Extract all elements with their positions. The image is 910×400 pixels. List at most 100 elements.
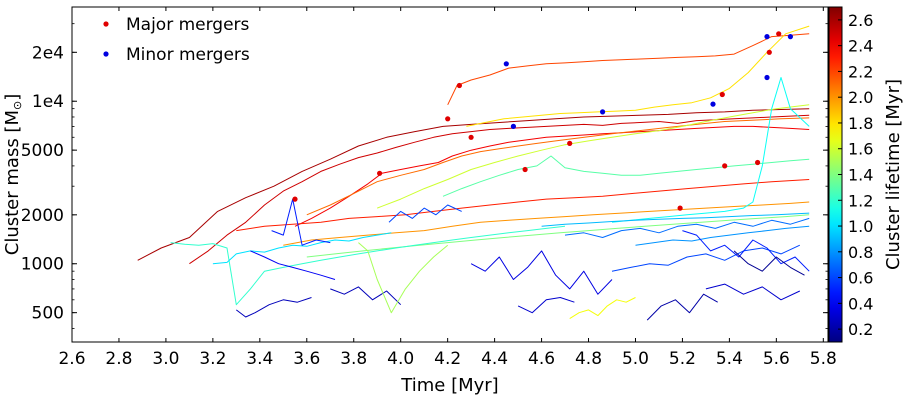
legend-marker-major [103, 21, 109, 27]
series-line-c27 [733, 250, 805, 276]
x-tick-label: 4.8 [575, 349, 602, 369]
series-line-c09 [377, 104, 810, 209]
legend-marker-minor [103, 51, 109, 57]
x-tick-label: 4.2 [434, 349, 461, 369]
series-line-c28 [271, 198, 331, 246]
colorbar-tick-label: 1.4 [848, 166, 873, 185]
x-tick-label: 3.4 [246, 349, 273, 369]
colorbar-tick-label: 0.8 [848, 243, 873, 262]
major-merger-point [377, 170, 383, 176]
major-merger-point [456, 82, 462, 89]
minor-merger-point [764, 34, 770, 40]
x-tick-label: 4.0 [387, 349, 414, 369]
x-tick-label: 4.4 [481, 349, 508, 369]
series-line-c15 [541, 212, 810, 227]
colorbar-tick-label: 1.0 [848, 217, 873, 236]
y-tick-label: 2e4 [32, 43, 64, 63]
colorbar-tick-label: 0.6 [848, 269, 873, 288]
x-tick-label: 5.0 [622, 349, 649, 369]
series-line-c14 [212, 232, 392, 265]
colorbar-tick-label: 2.0 [848, 88, 873, 107]
x-tick-label: 5.2 [669, 349, 696, 369]
x-tick-label: 3.2 [199, 349, 226, 369]
series-line-c06 [306, 117, 810, 216]
major-merger-point [468, 134, 474, 140]
series-line-c02 [189, 114, 810, 265]
series-line-c13 [611, 77, 810, 223]
series-line-c29 [388, 204, 462, 223]
x-tick-label: 5.6 [763, 349, 790, 369]
colorbar-tick-label: 0.4 [848, 294, 873, 313]
colorbar-ticks: 0.2 0.4 0.6 0.8 1.0 1.2 1.4 1.6 1.8 2.0 2.2 2.4 2.6 [838, 11, 873, 339]
minor-merger-point [600, 109, 606, 115]
series-line-c07 [283, 201, 810, 246]
series-line-c01 [137, 108, 810, 261]
legend-label-major: Major mergers [126, 15, 250, 35]
colorbar-tick-label: 2.6 [848, 11, 873, 30]
x-axis: 2.6 2.8 3.0 3.2 3.4 3.6 3.8 4.0 4.2 4.4 4.6 4.8 5.0 5… [58, 7, 837, 369]
colorbar-tick-label: 2.2 [848, 62, 873, 81]
series-line-c31 [569, 297, 636, 320]
series-line-c16 [635, 225, 810, 246]
series-line-c20 [250, 250, 336, 280]
y-axis: 500 1000 2000 5000 1e4 2e4 [21, 23, 828, 329]
minor-merger-point [503, 61, 509, 67]
minor-merger-point [510, 123, 516, 129]
y-tick-label: 2000 [21, 206, 64, 226]
x-tick-label: 3.8 [340, 349, 367, 369]
x-tick-label: 5.8 [810, 349, 837, 369]
colorbar-label: Cluster lifetime [Myr] [883, 79, 904, 270]
x-tick-label: 2.6 [58, 349, 85, 369]
major-merger-point [677, 205, 683, 211]
major-merger-point [522, 166, 528, 173]
minor-merger-point [787, 34, 794, 40]
y-axis-label-close: ] [2, 94, 23, 101]
major-merger-point [719, 91, 725, 98]
major-merger-point [567, 140, 573, 146]
series-line-c05 [447, 33, 810, 106]
colorbar-tick-label: 1.8 [848, 114, 873, 133]
series-line-c08 [466, 25, 810, 127]
x-tick-label: 2.8 [105, 349, 132, 369]
major-merger-point [755, 159, 761, 166]
series-line-c11 [442, 155, 810, 197]
y-axis-label-sun-symbol: ⊙ [11, 101, 24, 110]
y-axis-label-text: Cluster mass [M [2, 110, 23, 255]
series-line-c04 [236, 179, 810, 232]
y-tick-label: 1000 [21, 255, 64, 275]
colorbar-tick-label: 1.6 [848, 140, 873, 159]
y-tick-label: 5000 [21, 141, 64, 161]
merger-markers-layer [292, 31, 794, 211]
series-line-c23 [330, 286, 402, 306]
x-axis-label: Time [Myr] [400, 375, 498, 396]
legend-label-minor: Minor mergers [126, 45, 250, 65]
plot-frame [71, 6, 829, 343]
colorbar-tick-label: 0.2 [848, 320, 873, 339]
minor-merger-point [764, 74, 770, 81]
series-line-c21 [470, 250, 613, 295]
series-line-c26 [517, 297, 575, 314]
series-line-c30 [358, 242, 449, 314]
series-line-c19 [682, 230, 810, 272]
series-line-c24 [646, 293, 718, 321]
colorbar-tick-label: 1.2 [848, 191, 873, 210]
series-line-c17 [564, 217, 810, 238]
major-merger-point [766, 49, 772, 55]
series-line-c12 [170, 225, 566, 306]
major-merger-point [445, 116, 451, 122]
y-tick-label: 1e4 [32, 92, 64, 112]
x-tick-label: 4.6 [528, 349, 555, 369]
x-tick-label: 3.6 [293, 349, 320, 369]
x-tick-label: 5.4 [716, 349, 743, 369]
series-line-c10 [306, 214, 810, 258]
colorbar-tick-label: 2.4 [848, 37, 873, 56]
series-layer [137, 25, 810, 321]
major-merger-point [722, 163, 728, 169]
major-merger-point [776, 31, 782, 37]
y-tick-label: 500 [32, 304, 64, 324]
legend: Major mergers Minor mergers [103, 15, 250, 65]
minor-merger-point [710, 101, 716, 107]
